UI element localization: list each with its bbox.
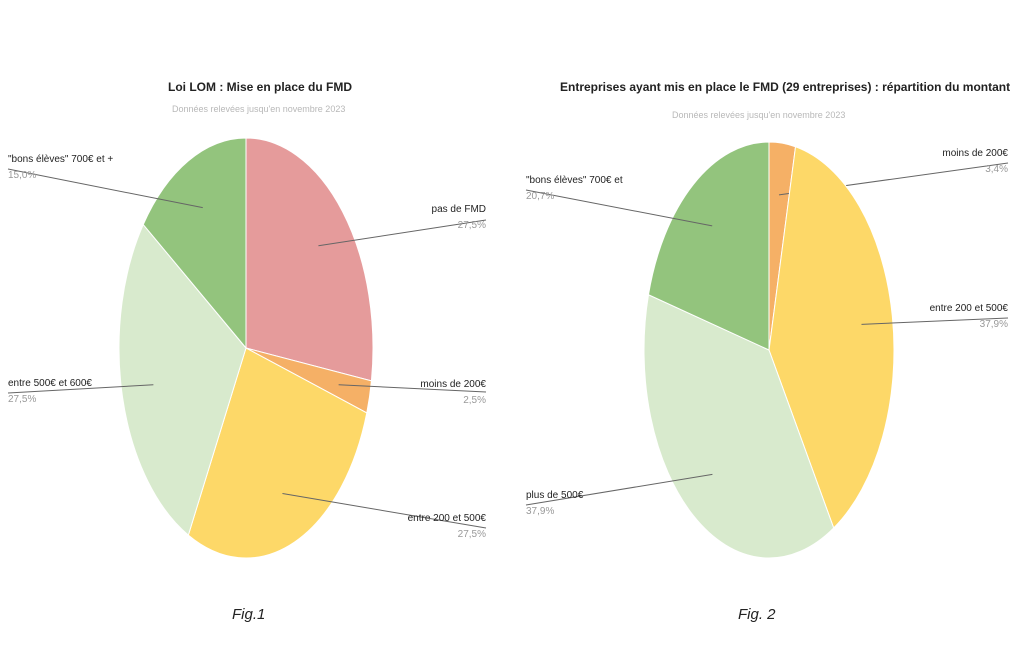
chart-title: Entreprises ayant mis en place le FMD (2… <box>560 80 1011 94</box>
slice-percent-label: 27,5% <box>8 394 36 405</box>
slice-percent-label: 37,9% <box>980 319 1008 330</box>
pie-slice <box>245 137 374 382</box>
slice-label: "bons élèves" 700€ et + <box>8 154 113 165</box>
slice-percent-label: 15,0% <box>8 170 36 181</box>
slice-percent-label: 20,7% <box>526 191 554 202</box>
slice-label: entre 200 et 500€ <box>930 303 1009 314</box>
pie-slice <box>187 347 368 559</box>
slice-label: "bons élèves" 700€ et <box>526 175 623 186</box>
pie-slice <box>142 137 247 350</box>
leader-line <box>318 219 487 247</box>
leader-line <box>525 473 713 506</box>
leader-line <box>7 168 203 209</box>
pie-slice <box>647 141 770 351</box>
pie-chart: moins de 200€ 3,4% entre 200 et 500€ 37,9% p… <box>525 141 1009 559</box>
slice-percent-label: 37,9% <box>526 506 554 517</box>
pie-slice <box>643 294 835 559</box>
leader-line <box>525 189 713 227</box>
pie-slice <box>768 146 895 529</box>
slice-label: plus de 500€ <box>526 490 584 501</box>
slice-label: entre 200 et 500€ <box>408 513 487 524</box>
chart-subtitle: Données relevées jusqu'en novembre 2023 <box>172 104 346 114</box>
chart-fig2: Entreprises ayant mis en place le FMD (2… <box>520 0 1034 664</box>
slice-label: moins de 200€ <box>420 379 486 390</box>
leader-line <box>7 384 154 394</box>
slice-percent-label: 3,4% <box>985 164 1008 175</box>
slice-percent-label: 27,5% <box>458 220 486 231</box>
chart-title: Loi LOM : Mise en place du FMD <box>168 80 353 94</box>
slice-percent-label: 27,5% <box>458 529 486 540</box>
slice-percent-label: 2,5% <box>463 395 486 406</box>
figure-caption: Fig. 2 <box>738 606 776 623</box>
pie-slice <box>118 223 247 536</box>
slice-label: entre 500€ et 600€ <box>8 378 92 389</box>
slice-label: pas de FMD <box>432 204 486 215</box>
figure-caption: Fig.1 <box>232 606 266 623</box>
slice-label: moins de 200€ <box>942 148 1008 159</box>
pie-chart: pas de FMD 27,5% moins de 200€ 2,5% entre 20… <box>7 137 487 559</box>
leader-line <box>338 384 487 393</box>
leader-line <box>861 317 1009 325</box>
leader-line <box>282 493 487 529</box>
chart-subtitle: Données relevées jusqu'en novembre 2023 <box>672 110 846 120</box>
chart-fig1: Loi LOM : Mise en place du FMD Données r… <box>7 80 487 623</box>
